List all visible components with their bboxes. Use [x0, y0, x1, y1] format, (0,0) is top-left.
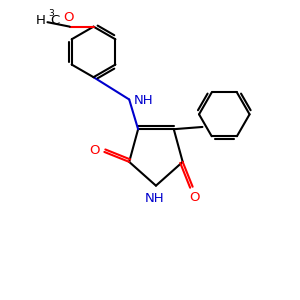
Text: NH: NH: [134, 94, 153, 107]
Text: O: O: [189, 191, 200, 204]
Text: 3: 3: [48, 9, 54, 18]
Text: O: O: [89, 144, 100, 157]
Text: C: C: [50, 14, 59, 27]
Text: O: O: [63, 11, 74, 24]
Text: H: H: [36, 14, 46, 27]
Text: NH: NH: [145, 192, 164, 205]
